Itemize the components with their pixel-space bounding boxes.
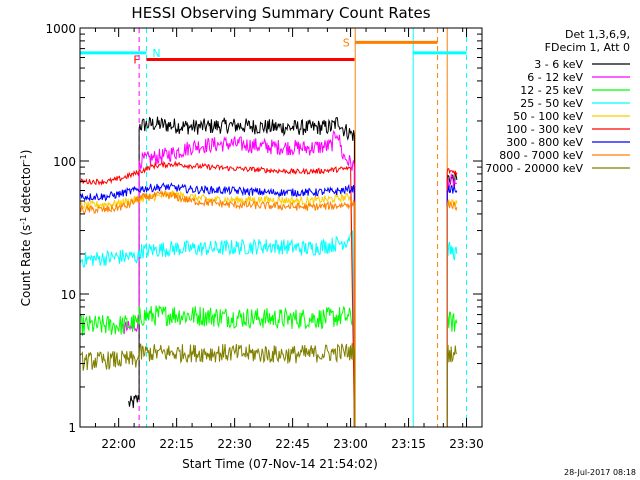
saa-flag-label: S (343, 36, 350, 49)
y-tick-label: 10 (61, 288, 76, 302)
series-line (446, 185, 458, 427)
series-line (446, 241, 458, 427)
x-axis-label: Start Time (07-Nov-14 21:54:02) (182, 457, 378, 471)
legend-entry-label: 3 - 6 keV (534, 58, 583, 71)
series-layer (80, 116, 458, 427)
series-line (446, 168, 458, 427)
x-tick-label: 22:45 (275, 437, 310, 451)
series-line (80, 230, 355, 427)
annotation-layer (80, 28, 468, 427)
series-line (446, 171, 458, 427)
series-line (446, 311, 458, 427)
series-line (446, 172, 457, 427)
legend-entry-label: 25 - 50 keV (520, 97, 583, 110)
y-tick-label: 100 (53, 155, 76, 169)
night-flag-label: N (152, 47, 160, 60)
legend-entry-label: 50 - 100 keV (513, 110, 583, 123)
y-axis-label: Count Rate (s-1 detector-1) (19, 150, 34, 307)
series-line (446, 200, 458, 427)
series-line (80, 160, 355, 427)
series-line (122, 129, 355, 427)
x-axis: 22:00 22:15 22:30 22:45 23:00 23:15 23:30 (94, 28, 484, 451)
x-tick-label: 22:15 (159, 437, 194, 451)
legend: Det 1,3,6,9, FDecim 1, Att 0 3 - 6 keV6 … (485, 28, 630, 175)
footer-timestamp: 28-Jul-2017 08:18 (564, 468, 636, 477)
x-tick-label: 23:30 (449, 437, 484, 451)
legend-entry-label: 12 - 25 keV (520, 84, 583, 97)
series-line (80, 304, 355, 427)
legend-entry-label: 6 - 12 keV (527, 71, 583, 84)
x-tick-label: 23:15 (391, 437, 426, 451)
series-line (80, 190, 355, 427)
chart-title: HESSI Observing Summary Count Rates (131, 4, 430, 22)
y-axis: 1 10 100 1000 (45, 22, 482, 435)
series-line (80, 182, 355, 427)
series-line (446, 344, 458, 427)
x-tick-label: 23:00 (333, 437, 368, 451)
y-tick-label: 1 (68, 421, 76, 435)
x-tick-label: 22:00 (101, 437, 136, 451)
series-line (80, 343, 355, 427)
legend-header-2: FDecim 1, Att 0 (545, 41, 630, 54)
legend-entry-label: 800 - 7000 keV (499, 149, 583, 162)
legend-entry-label: 7000 - 20000 keV (485, 162, 583, 175)
series-line (128, 116, 355, 427)
legend-entry-label: 100 - 300 keV (506, 123, 583, 136)
x-tick-label: 22:30 (217, 437, 252, 451)
y-tick-label: 1000 (45, 22, 76, 36)
series-line (80, 189, 355, 427)
plot-frame (79, 27, 483, 428)
legend-entry-label: 300 - 800 keV (506, 136, 583, 149)
legend-header-1: Det 1,3,6,9, (565, 28, 630, 41)
series-line (446, 199, 458, 427)
flare-flag-label: F (133, 53, 139, 66)
